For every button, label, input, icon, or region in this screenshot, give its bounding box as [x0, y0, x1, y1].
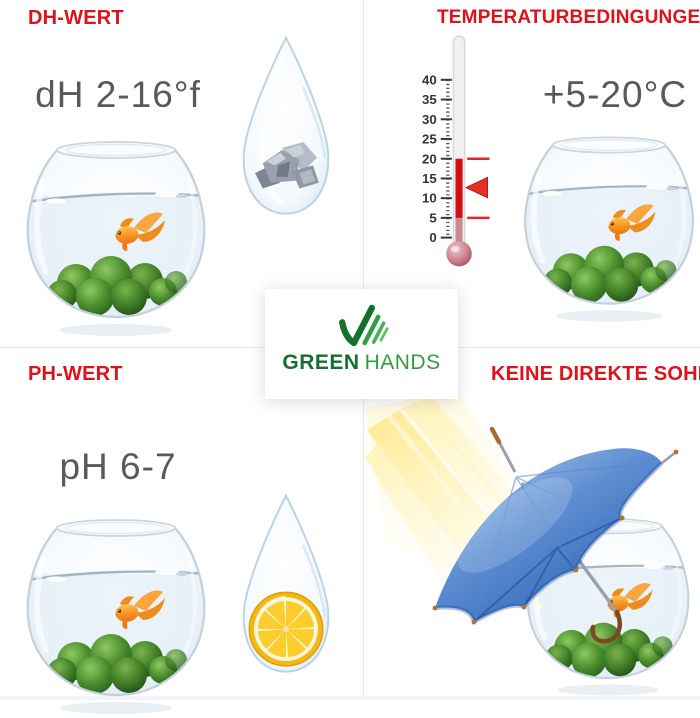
brand-name-secondary: HANDS	[364, 351, 441, 374]
water-drop-mineral-stones-icon	[228, 30, 344, 223]
svg-text:5: 5	[429, 210, 436, 225]
blue-umbrella-icon	[432, 426, 679, 644]
fishbowl-goldfish-moss-balls-icon	[16, 130, 216, 340]
svg-text:30: 30	[422, 112, 437, 127]
svg-text:40: 40	[422, 72, 437, 87]
brand-name-primary: GREEN	[282, 351, 360, 374]
svg-text:35: 35	[422, 92, 437, 107]
fishbowl-goldfish-moss-balls-icon	[514, 126, 700, 326]
temperature-heading: TEMPERATURBEDINGUNGEN	[437, 7, 700, 28]
thermometer-icon: 40 35 30 25 20 15 10 5 0	[422, 35, 490, 267]
dh-value: dH 2-16°f	[35, 74, 201, 115]
green-hands-strokes-icon	[338, 304, 389, 347]
ph-value: pH 6-7	[59, 446, 177, 487]
temperature-value: +5-20°C	[542, 74, 688, 115]
brand-card: GREEN HANDS	[265, 289, 458, 399]
dh-heading: DH-WERT	[28, 7, 124, 29]
water-drop-lemon-slice-icon	[228, 488, 344, 681]
no-direct-sun-heading: KEINE DIREKTE SOHNE	[491, 363, 700, 385]
svg-text:0: 0	[429, 230, 436, 245]
sun-and-umbrella-scene	[365, 390, 679, 662]
svg-text:10: 10	[422, 191, 437, 206]
thermometer-scale: 40 35 30 25 20 15 10 5 0	[422, 72, 437, 245]
svg-text:15: 15	[422, 171, 437, 186]
ph-heading: PH-WERT	[28, 363, 123, 385]
range-arrow-icon	[464, 176, 489, 199]
brand-name: GREEN HANDS	[282, 351, 440, 375]
svg-text:20: 20	[422, 151, 437, 166]
bottom-edge-strip	[0, 696, 700, 700]
svg-text:25: 25	[422, 132, 437, 147]
fishbowl-goldfish-moss-balls-icon	[16, 508, 216, 718]
care-infographic: { "colors": { "accent_red": "#e01119", "…	[0, 0, 700, 700]
